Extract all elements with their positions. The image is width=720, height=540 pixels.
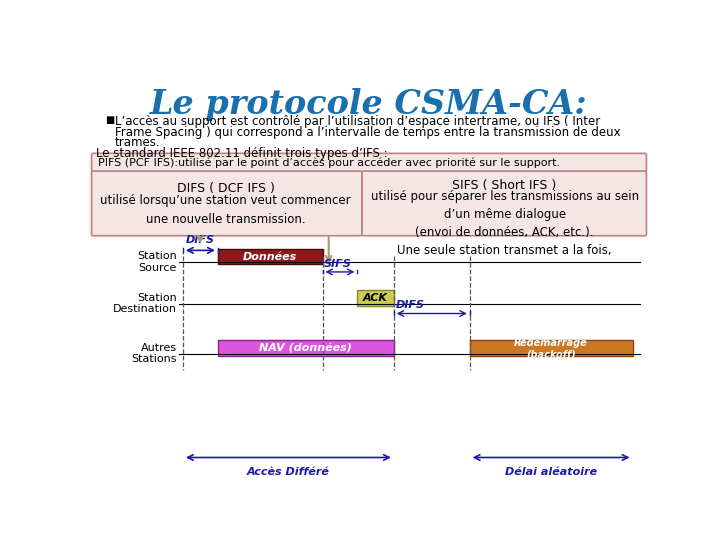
FancyBboxPatch shape: [362, 171, 647, 236]
Text: Autres
Stations: Autres Stations: [131, 343, 177, 364]
Text: NAV (données): NAV (données): [259, 343, 352, 353]
Text: ■: ■: [106, 115, 114, 125]
Text: Frame Spacing ) qui correspond a l’intervalle de temps entre la transmission de : Frame Spacing ) qui correspond a l’inter…: [114, 126, 621, 139]
FancyBboxPatch shape: [218, 249, 323, 264]
Text: Le protocole CSMA-CA:: Le protocole CSMA-CA:: [150, 88, 588, 121]
Text: Données: Données: [243, 252, 297, 261]
Text: Le standard IEEE 802.11 définit trois types d’IFS :: Le standard IEEE 802.11 définit trois ty…: [96, 147, 388, 160]
FancyBboxPatch shape: [91, 153, 647, 172]
Text: utilisé lorsqu’une station veut commencer
une nouvelle transmission.: utilisé lorsqu’une station veut commence…: [100, 194, 351, 226]
Text: Délai aléatoire: Délai aléatoire: [505, 467, 597, 477]
Text: L’accès au support est contrôlé par l’utilisation d’espace intertrame, ou IFS ( : L’accès au support est contrôlé par l’ut…: [114, 115, 600, 128]
Text: SIFS ( Short IFS ): SIFS ( Short IFS ): [452, 179, 557, 192]
Text: Accès Différé: Accès Différé: [247, 467, 330, 477]
Text: Station
Source: Station Source: [137, 251, 177, 273]
Text: Redémarrage
(backoff): Redémarrage (backoff): [514, 337, 588, 359]
FancyBboxPatch shape: [357, 291, 394, 306]
Text: trames.: trames.: [114, 137, 161, 150]
Text: DIFS: DIFS: [395, 300, 424, 310]
Text: SIFS: SIFS: [324, 259, 352, 269]
Text: PIFS (PCF IFS):utilisé par le point d’accès pour accéder avec priorité sur le su: PIFS (PCF IFS):utilisé par le point d’ac…: [98, 157, 560, 168]
Text: DIFS: DIFS: [186, 235, 215, 245]
FancyBboxPatch shape: [469, 340, 632, 356]
Text: utilisé pour séparer les transmissions au sein
d’un même dialogue
(envoi de donn: utilisé pour séparer les transmissions a…: [371, 190, 639, 256]
FancyBboxPatch shape: [91, 171, 362, 236]
Text: DIFS ( DCF IFS ): DIFS ( DCF IFS ): [176, 182, 274, 195]
FancyBboxPatch shape: [218, 340, 394, 356]
Text: ACK: ACK: [363, 293, 387, 303]
Text: Station
Destination: Station Destination: [113, 293, 177, 314]
